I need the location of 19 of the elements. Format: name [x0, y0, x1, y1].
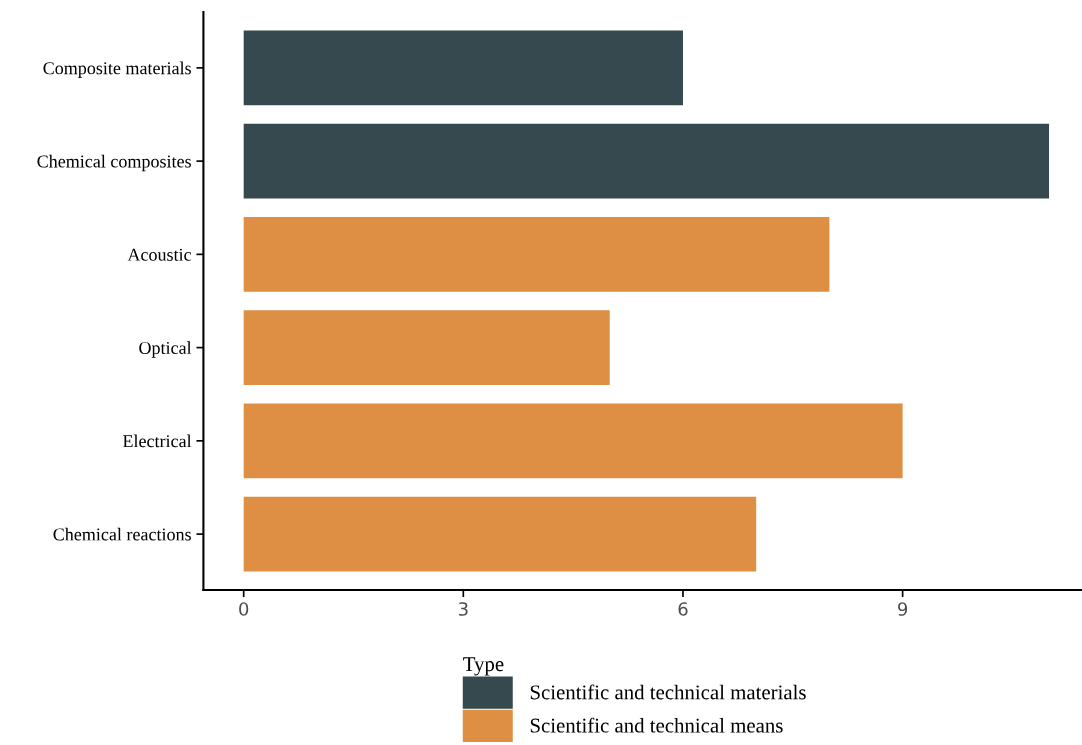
bar [243, 310, 610, 385]
legend-title: Type [463, 657, 504, 676]
x-tick-label: 9 [898, 602, 908, 616]
x-tick-label: 3 [458, 602, 468, 616]
x-tick-label: 0 [239, 602, 249, 616]
bar [243, 496, 757, 572]
bar [243, 123, 1050, 199]
bar [243, 403, 903, 479]
y-tick-label: Composite materials [43, 61, 191, 78]
y-tick-label: Chemical composites [37, 154, 191, 172]
y-tick-label: Optical [139, 341, 192, 358]
legend-label: Scientific and technical materials [530, 684, 806, 700]
legend-label: Scientific and technical means [530, 717, 783, 733]
y-tick-label: Electrical [122, 434, 192, 448]
x-tick-label: 6 [678, 602, 688, 616]
y-tick-label: Chemical reactions [53, 527, 191, 541]
y-tick-label: Acoustic [127, 248, 192, 261]
bar [243, 217, 830, 292]
bar [243, 30, 683, 106]
